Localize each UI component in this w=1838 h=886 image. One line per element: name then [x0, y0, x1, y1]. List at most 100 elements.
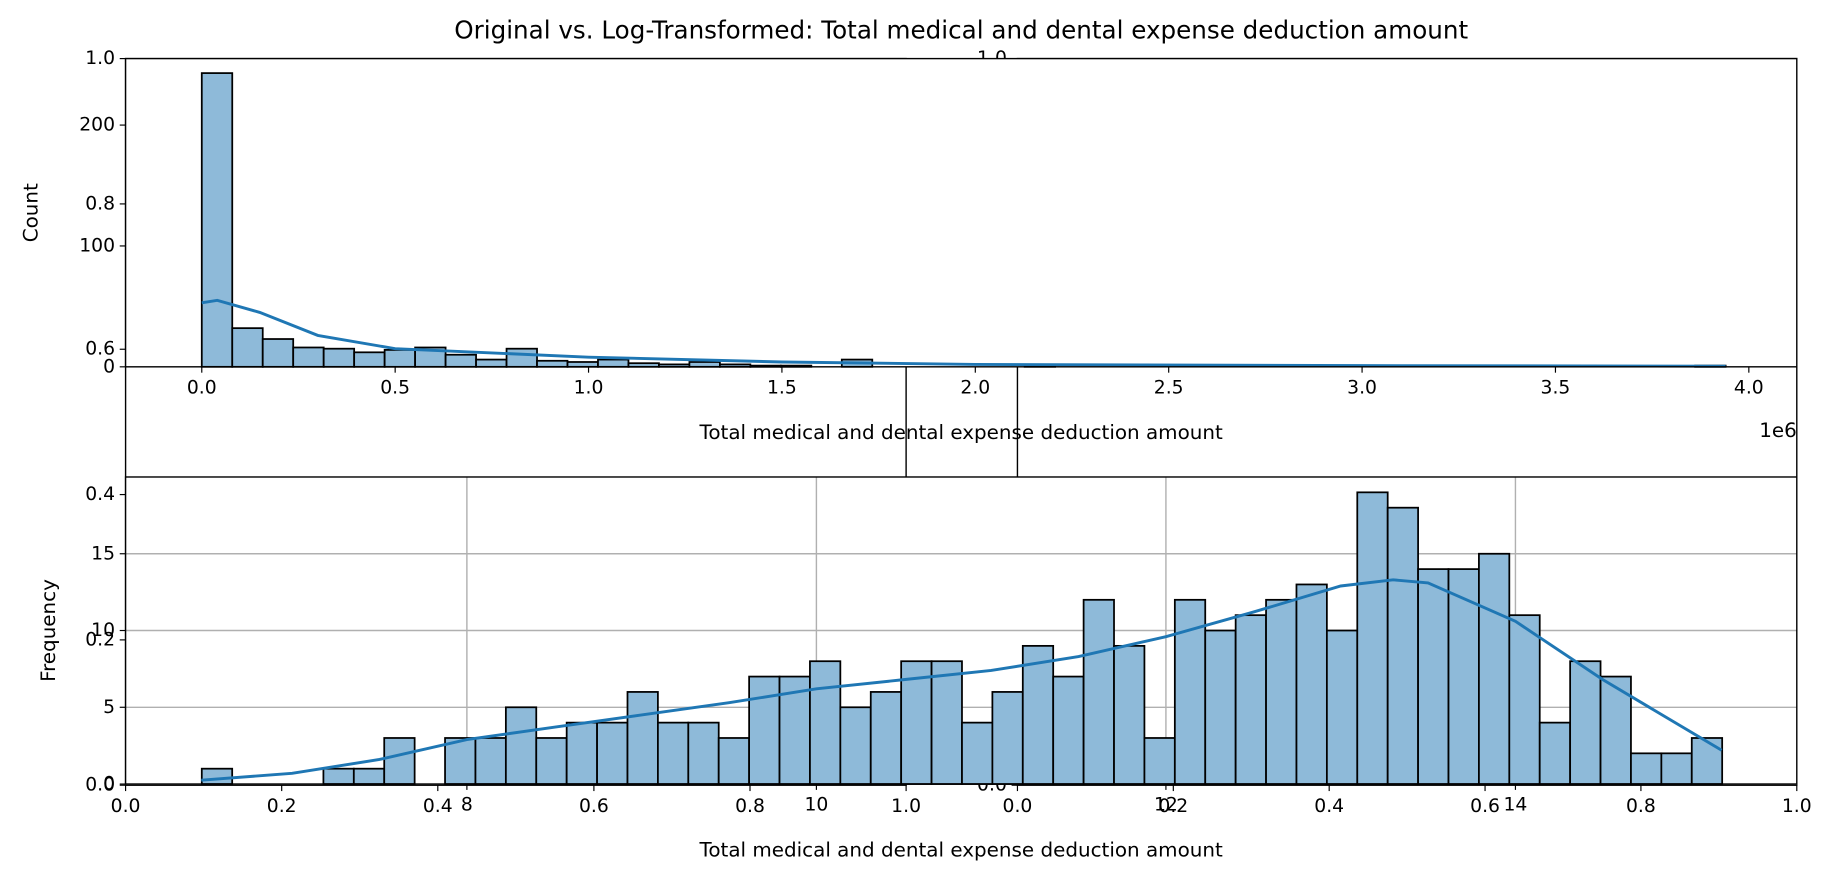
y-tick-label: 100	[79, 235, 115, 256]
bar	[261, 338, 295, 368]
x-offset-label: 1e6	[1759, 419, 1797, 442]
bar	[566, 361, 599, 368]
y-tick-label: 0.4	[85, 484, 115, 505]
bar	[687, 721, 720, 785]
x-tick-label: 0.0	[111, 796, 141, 817]
bar	[1538, 721, 1572, 785]
x-tick-label: 0.0	[1003, 796, 1033, 817]
x-tick-label: 0.0	[187, 377, 217, 398]
bar	[1234, 614, 1267, 785]
y-tick-label: 15	[91, 543, 115, 564]
y-axis-label: Count	[19, 183, 42, 242]
x-tick-label: 0.6	[1470, 796, 1500, 817]
x-tick-label: 4.0	[1734, 377, 1764, 398]
axes-frame	[124, 57, 1798, 368]
bar	[961, 721, 994, 785]
bar	[1265, 598, 1298, 785]
bar	[869, 691, 903, 785]
axes: 8 10 12 14 0 5 10 15 Total medical and dental ex…	[37, 476, 1798, 861]
x-axis-label: Total medical and dental expense deducti…	[699, 838, 1223, 861]
x-tick-label: 10	[804, 795, 828, 816]
kde-line	[201, 578, 1723, 782]
y-tick-label: 0	[103, 356, 115, 377]
x-tick-label: 0.5	[380, 377, 410, 398]
x-tick-label: 2.0	[960, 377, 990, 398]
y-tick-label: 200	[79, 115, 115, 136]
bar	[352, 767, 386, 785]
bar	[1295, 583, 1328, 785]
y-tick-label: 0.6	[85, 339, 115, 360]
x-tick-label: 0.8	[735, 796, 765, 817]
bar	[475, 358, 508, 368]
bar	[1508, 614, 1541, 785]
x-tick-label: 0.2	[1158, 796, 1188, 817]
bar	[1082, 598, 1115, 785]
bar	[596, 721, 629, 785]
y-axis-label: Frequency	[37, 579, 60, 682]
y-tick-label: 0.2	[85, 629, 115, 650]
y-tick-label: 10	[91, 620, 115, 641]
bar	[1204, 629, 1237, 785]
bar	[1052, 675, 1085, 785]
bar	[200, 72, 234, 368]
x-tick-label: 1.0	[574, 377, 604, 398]
y-tick-label: 1.0	[85, 48, 115, 69]
bar	[1356, 491, 1389, 785]
bar	[292, 346, 325, 368]
bar	[626, 691, 659, 785]
bar	[231, 327, 264, 368]
bar	[383, 737, 416, 785]
bar	[504, 706, 538, 785]
bar	[1143, 737, 1176, 785]
bar	[1690, 737, 1724, 785]
bar	[1417, 568, 1450, 785]
x-tick-label: 0.8	[1626, 796, 1656, 817]
x-tick-label: 0.6	[579, 796, 609, 817]
y-tick-label: 0.0	[85, 775, 115, 796]
bar	[353, 351, 386, 368]
bar	[597, 358, 630, 368]
bar	[1325, 629, 1359, 785]
bar	[809, 660, 842, 785]
kde-line	[201, 298, 1726, 368]
bar	[505, 347, 538, 368]
bar	[991, 691, 1024, 785]
chart-title: Original vs. Log-Transformed: Total medi…	[454, 16, 1468, 45]
axes: 0.0 0.5 1.0 1.5 2.0 2.5 3.0 3.5 4.0 0 100 200 Total …	[19, 16, 1798, 444]
x-tick-label: 1.0	[891, 796, 921, 817]
bar	[1569, 660, 1602, 785]
x-tick-label: 14	[1504, 795, 1528, 816]
bar	[1660, 752, 1693, 785]
x-tick-label: 0.4	[423, 796, 453, 817]
bar	[565, 721, 598, 785]
bar	[657, 721, 690, 785]
x-tick-label: 2.5	[1154, 377, 1184, 398]
bar	[322, 347, 356, 368]
x-tick-label: 1.0	[1782, 796, 1812, 817]
x-tick-label: 1.5	[767, 377, 797, 398]
x-tick-label: 3.5	[1541, 377, 1571, 398]
x-tick-label: 8	[461, 795, 473, 816]
bar	[1478, 552, 1511, 785]
x-axis-label: Total medical and dental expense deducti…	[699, 421, 1223, 444]
bar	[536, 359, 569, 368]
bar	[1113, 644, 1146, 785]
bar	[717, 737, 751, 785]
bar	[1021, 644, 1055, 785]
y-tick-label: 5	[103, 697, 115, 718]
bar	[688, 361, 721, 368]
bar	[1630, 752, 1663, 785]
bar	[444, 737, 477, 785]
bar	[1447, 568, 1480, 785]
bar	[930, 660, 963, 785]
y-tick-label: 0.8	[85, 193, 115, 214]
y-tick-label: 0	[103, 774, 115, 795]
bar	[1386, 506, 1419, 785]
axes-background	[125, 58, 1797, 367]
bar	[839, 706, 872, 785]
x-tick-label: 0.2	[267, 796, 297, 817]
bar	[200, 767, 234, 785]
bar	[474, 737, 507, 785]
bar	[748, 675, 781, 785]
